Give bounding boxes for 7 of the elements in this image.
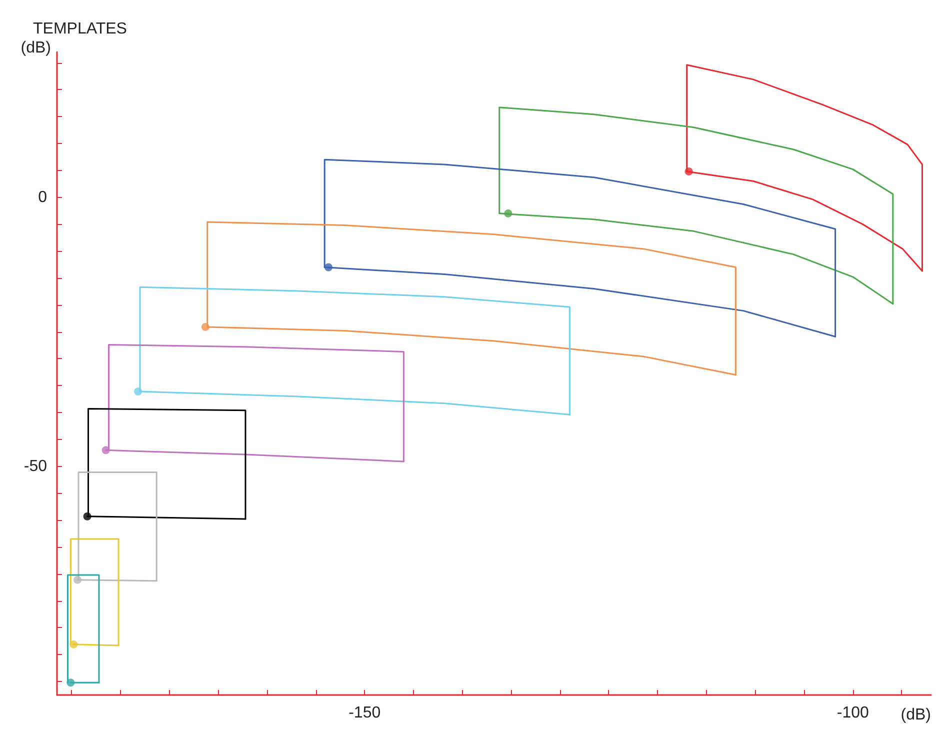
chart-title: TEMPLATES [33, 20, 127, 38]
x-tick-label: -150 [348, 704, 381, 722]
x-tick-label: -100 [836, 704, 869, 722]
x-axis-title: (dB) [900, 706, 931, 724]
y-axis-title: (dB) [20, 40, 51, 56]
y-tick-label: 0 [38, 188, 48, 206]
y-tick-label: -50 [24, 458, 48, 475]
